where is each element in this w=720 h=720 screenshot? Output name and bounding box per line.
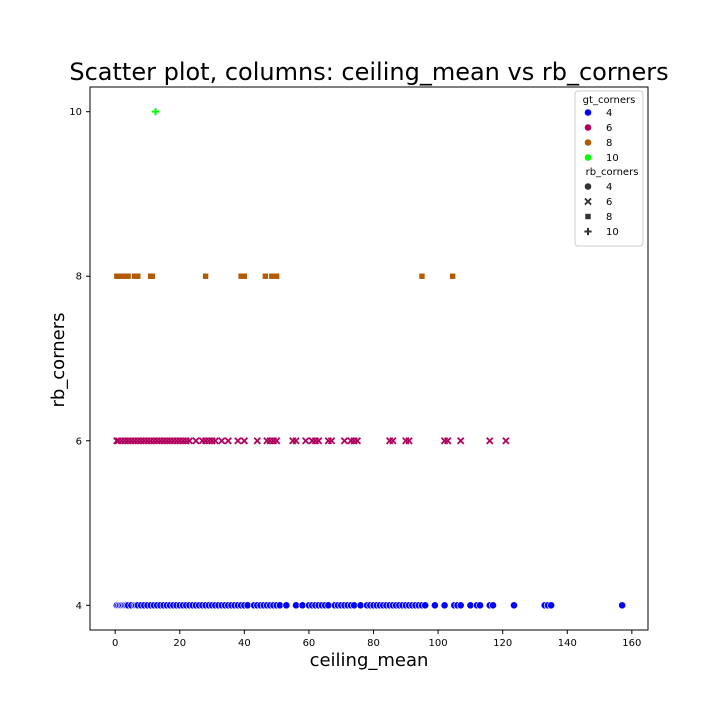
legend-style-marker [584,197,592,206]
data-point [135,273,141,279]
data-point [273,273,280,279]
data-point [151,108,160,116]
data-point [324,601,333,610]
legend-style-marker [585,213,591,220]
legend-style-label: 10 [606,227,619,238]
data-point [618,601,627,610]
data-point [122,273,128,279]
data-point [444,437,452,445]
x-tick-label: 120 [493,638,512,649]
data-point [353,437,362,445]
data-point [131,273,138,279]
data-point [457,437,465,445]
x-axis-label: ceiling_mean [310,650,429,671]
data-point [149,273,156,279]
data-point [547,601,556,610]
data-point [419,273,425,279]
x-axis-ticks: 0 20 40 60 80 100 120 140 160 [112,630,641,649]
data-point [238,273,244,279]
legend-hue-marker [584,108,592,117]
x-tick-label: 40 [238,638,251,649]
data-point [185,437,194,445]
x-tick-label: 20 [173,638,186,649]
data-point [125,273,131,279]
legend-hue-marker [584,123,592,132]
x-tick-label: 0 [112,638,118,649]
legend-style-label: 8 [606,212,612,223]
data-point [421,601,430,610]
x-tick-label: 140 [558,638,577,649]
y-tick-label: 4 [76,601,82,612]
data-point [389,437,397,445]
legend-hue-marker [584,138,592,147]
x-tick-label: 100 [429,638,448,649]
data-point [298,601,307,610]
legend-hue-marker [584,153,592,162]
data-point [241,273,248,279]
data-point [356,601,365,610]
legend-hue-label: 6 [606,123,612,134]
data-point [340,437,349,445]
data-point [262,273,269,279]
data-points [112,108,627,610]
chart-title: Scatter plot, columns: ceiling_mean vs r… [69,58,668,86]
data-point [327,437,336,445]
data-point [211,437,219,445]
x-tick-label: 160 [622,638,641,649]
data-point [440,601,449,610]
legend: gt_corners 4 6 8 10 rb_corners 4 6 8 10 [574,90,644,247]
legend-box [574,90,644,247]
legend-hue-label: 10 [606,153,619,164]
data-point [275,601,284,610]
data-point [350,601,359,610]
y-tick-label: 6 [76,436,82,447]
data-point [234,437,242,445]
data-point [476,601,484,610]
legend-hue-label: 8 [606,138,612,149]
data-point [486,437,494,445]
data-point [243,601,252,610]
data-point [292,601,300,610]
y-axis-ticks: 4 6 8 10 [69,107,90,612]
legend-style-marker [584,227,592,236]
data-point [302,437,310,445]
legend-style-title: rb_corners [586,167,639,178]
plot-frame [89,86,649,631]
x-tick-label: 60 [303,638,316,649]
data-point [466,601,475,610]
legend-style-label: 4 [606,182,612,193]
data-point [314,437,323,445]
data-point [114,273,120,279]
data-point [449,273,456,279]
legend-hue-label: 4 [606,108,612,119]
data-point [282,601,291,610]
legend-style-marker [584,182,592,191]
data-point [240,437,249,445]
data-point [218,437,226,445]
x-tick-label: 80 [367,638,380,649]
data-point [456,601,465,610]
data-point [253,437,261,445]
data-point [192,437,200,445]
data-point [224,437,232,445]
data-point [430,601,439,610]
data-point [292,437,300,445]
data-point [502,437,510,445]
data-point [489,601,497,610]
data-point [272,437,281,445]
legend-style-label: 6 [606,197,612,208]
data-point [202,273,209,279]
legend-hue-title: gt_corners [583,95,636,106]
data-point [117,273,123,279]
data-point [405,437,413,445]
y-tick-label: 8 [76,272,82,283]
data-point [510,601,518,610]
y-axis-label: rb_corners [48,312,69,407]
y-tick-label: 10 [69,107,82,118]
data-point [269,273,275,279]
